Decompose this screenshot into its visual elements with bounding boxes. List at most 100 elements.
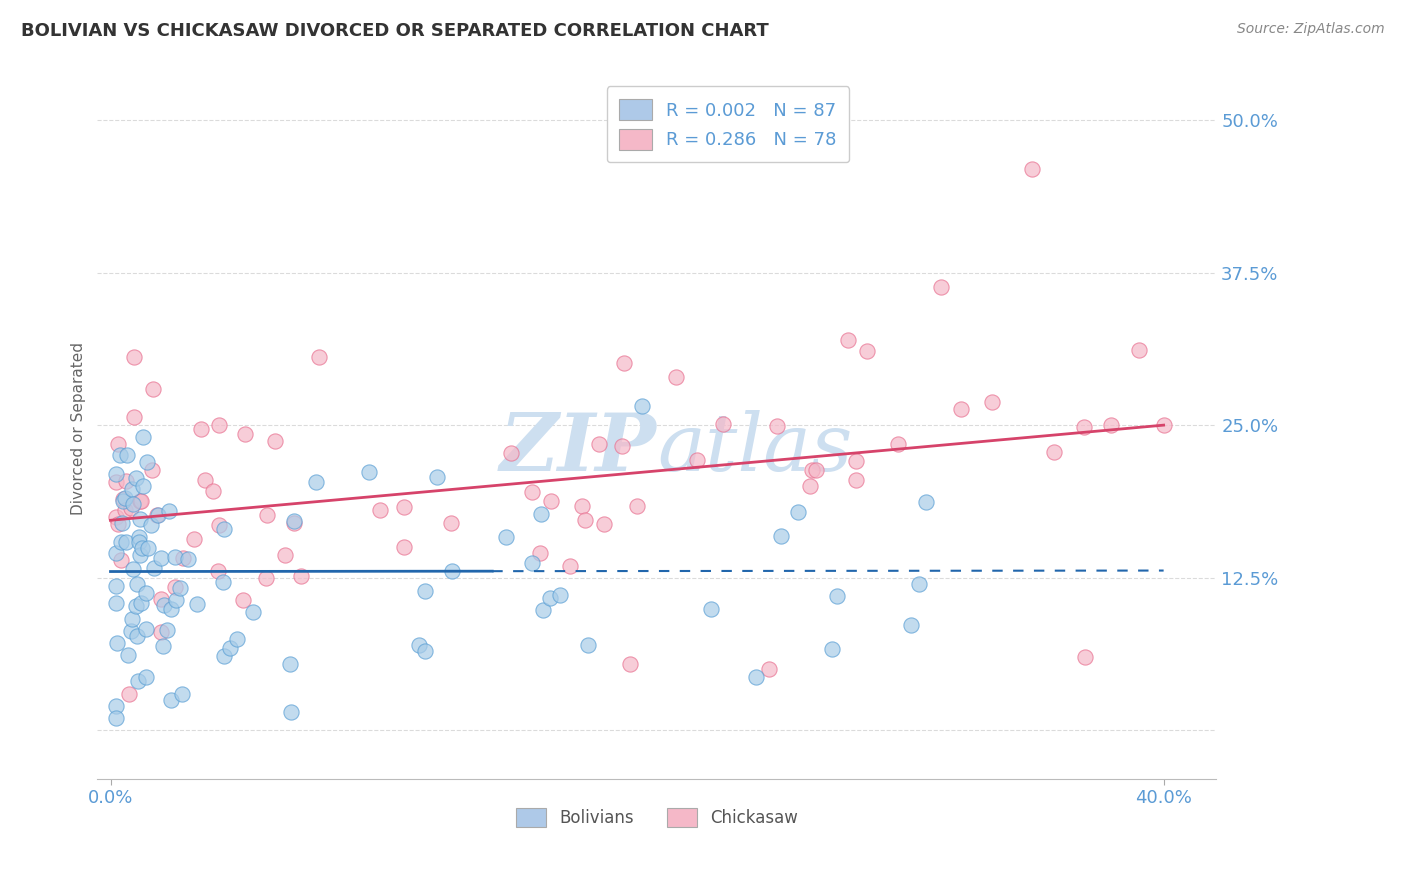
Point <box>115 475 138 489</box>
Point <box>786 505 808 519</box>
Point <box>146 508 169 523</box>
Point <box>263 434 285 448</box>
Point <box>104 546 127 560</box>
Point <box>125 599 148 613</box>
Point <box>150 624 173 639</box>
Point <box>127 674 149 689</box>
Text: ZIP: ZIP <box>501 410 657 488</box>
Point <box>120 500 142 515</box>
Point <box>283 515 305 529</box>
Point <box>226 632 249 646</box>
Point <box>208 518 231 533</box>
Point <box>232 593 254 607</box>
Point <box>758 662 780 676</box>
Point <box>124 350 146 364</box>
Point <box>111 491 134 506</box>
Point <box>1128 343 1150 357</box>
Point <box>114 503 136 517</box>
Point <box>825 589 848 603</box>
Point <box>207 564 229 578</box>
Point <box>368 502 391 516</box>
Point <box>1099 418 1122 433</box>
Point <box>211 575 233 590</box>
Point <box>440 516 463 530</box>
Point <box>900 618 922 632</box>
Point <box>254 571 277 585</box>
Point <box>163 580 186 594</box>
Point <box>305 475 328 489</box>
Point <box>129 493 152 508</box>
Point <box>152 639 174 653</box>
Point <box>159 602 181 616</box>
Point <box>150 592 173 607</box>
Point <box>1073 649 1095 664</box>
Point <box>156 623 179 637</box>
Point <box>176 552 198 566</box>
Point <box>908 576 931 591</box>
Point <box>845 473 868 487</box>
Point <box>413 584 436 599</box>
Point <box>856 344 879 359</box>
Point <box>1153 418 1175 433</box>
Point <box>804 463 827 477</box>
Point <box>117 648 139 662</box>
Point <box>280 705 302 719</box>
Point <box>214 649 236 664</box>
Point <box>153 598 176 612</box>
Point <box>408 638 430 652</box>
Point <box>131 541 153 556</box>
Point <box>550 588 572 602</box>
Point <box>1043 445 1066 459</box>
Point <box>233 427 256 442</box>
Point <box>128 534 150 549</box>
Point <box>172 686 194 700</box>
Point <box>157 504 180 518</box>
Point <box>1232 357 1254 371</box>
Point <box>499 446 522 460</box>
Point <box>981 395 1004 409</box>
Point <box>613 356 636 370</box>
Point <box>114 491 136 506</box>
Point <box>540 494 562 508</box>
Point <box>110 535 132 549</box>
Point <box>107 436 129 450</box>
Point <box>711 417 734 431</box>
Point <box>278 657 301 671</box>
Point <box>142 382 165 396</box>
Point <box>799 479 821 493</box>
Point <box>413 643 436 657</box>
Point <box>132 479 155 493</box>
Point <box>186 597 208 611</box>
Point <box>150 551 173 566</box>
Point <box>104 475 127 489</box>
Point <box>160 692 183 706</box>
Point <box>610 439 633 453</box>
Point <box>626 499 648 513</box>
Text: BOLIVIAN VS CHICKASAW DIVORCED OR SEPARATED CORRELATION CHART: BOLIVIAN VS CHICKASAW DIVORCED OR SEPARA… <box>21 22 769 40</box>
Point <box>136 455 159 469</box>
Point <box>576 638 599 652</box>
Point <box>125 629 148 643</box>
Point <box>283 516 305 530</box>
Point <box>136 541 159 556</box>
Point <box>194 473 217 487</box>
Point <box>128 530 150 544</box>
Point <box>837 333 859 347</box>
Point <box>558 559 581 574</box>
Point <box>135 622 157 636</box>
Point <box>426 470 449 484</box>
Point <box>129 493 152 508</box>
Point <box>571 499 593 513</box>
Point <box>132 430 155 444</box>
Point <box>125 577 148 591</box>
Point <box>135 586 157 600</box>
Text: atlas: atlas <box>657 410 852 488</box>
Point <box>141 462 163 476</box>
Point <box>619 657 641 671</box>
Point <box>588 437 610 451</box>
Point <box>949 402 972 417</box>
Point <box>821 641 844 656</box>
Point <box>104 710 127 724</box>
Point <box>105 636 128 650</box>
Point <box>172 551 194 566</box>
